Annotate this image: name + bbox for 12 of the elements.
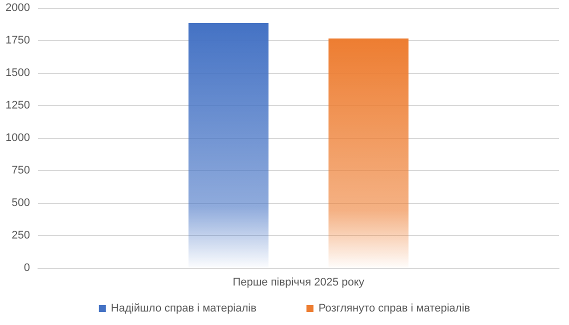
y-tick-label: 1500 bbox=[6, 67, 30, 79]
y-tick-label: 1750 bbox=[6, 34, 30, 46]
legend-label: Надійшло справ і матеріалів bbox=[110, 302, 257, 314]
legend-label: Розглянуто справ і матеріалів bbox=[318, 302, 470, 314]
y-tick-label: 750 bbox=[12, 164, 30, 176]
x-tick-label: Перше півріччя 2025 року bbox=[232, 276, 365, 288]
y-tick-label: 250 bbox=[12, 230, 30, 242]
y-tick-label: 500 bbox=[12, 197, 30, 209]
y-tick-label: 1250 bbox=[6, 100, 30, 112]
y-tick-label: 1000 bbox=[6, 132, 30, 144]
y-tick-label: 2000 bbox=[6, 2, 30, 14]
y-tick-label: 0 bbox=[24, 262, 30, 274]
